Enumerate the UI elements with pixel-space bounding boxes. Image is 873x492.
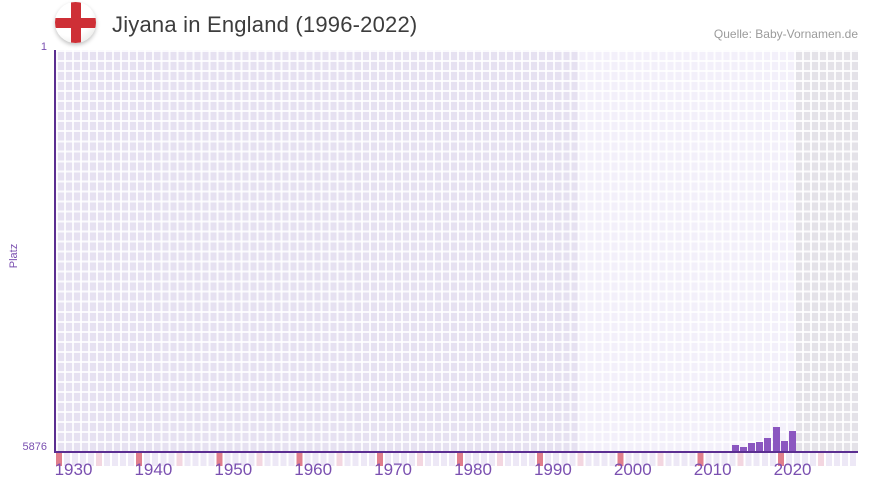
x-tick-label-1950: 1950 (214, 460, 253, 479)
bars-container (56, 50, 858, 451)
england-flag-icon (55, 2, 96, 43)
bar-2019 (764, 438, 772, 451)
x-tick-label-1940: 1940 (134, 460, 173, 479)
x-tick-label-1970: 1970 (374, 460, 413, 479)
x-axis-labels: 1930 1940 1950 1960 1970 1980 1990 2000 2010 2020 (54, 460, 858, 484)
plot-area (54, 50, 858, 453)
x-tick-label-1980: 1980 (454, 460, 492, 479)
axis-marker-row (56, 453, 858, 466)
y-axis-title: Platz (8, 243, 20, 269)
bar-2018 (756, 442, 764, 451)
bar-2017 (748, 443, 756, 451)
grid (56, 50, 858, 451)
x-tick-label-2000: 2000 (613, 460, 652, 479)
x-tick-label-1990: 1990 (533, 460, 572, 479)
bar-2015 (732, 445, 739, 451)
x-tick-label-1960: 1960 (294, 460, 333, 479)
page-title: Jiyana in England (1996-2022) (112, 12, 418, 37)
x-tick-label-2020: 2020 (773, 460, 812, 479)
x-tick-label-2010: 2010 (693, 460, 732, 479)
source-credit: Quelle: Baby-Vornamen.de (713, 27, 858, 41)
bar-2022 (788, 431, 796, 451)
bar-2020 (772, 427, 780, 451)
bar-2021 (780, 441, 788, 451)
bar-2016 (740, 447, 748, 451)
y-tick-bottom: 5876 (22, 441, 47, 453)
y-tick-top: 1 (40, 41, 47, 53)
x-tick-label-1930: 1930 (54, 460, 93, 479)
flag-cross-horizontal (55, 17, 96, 28)
